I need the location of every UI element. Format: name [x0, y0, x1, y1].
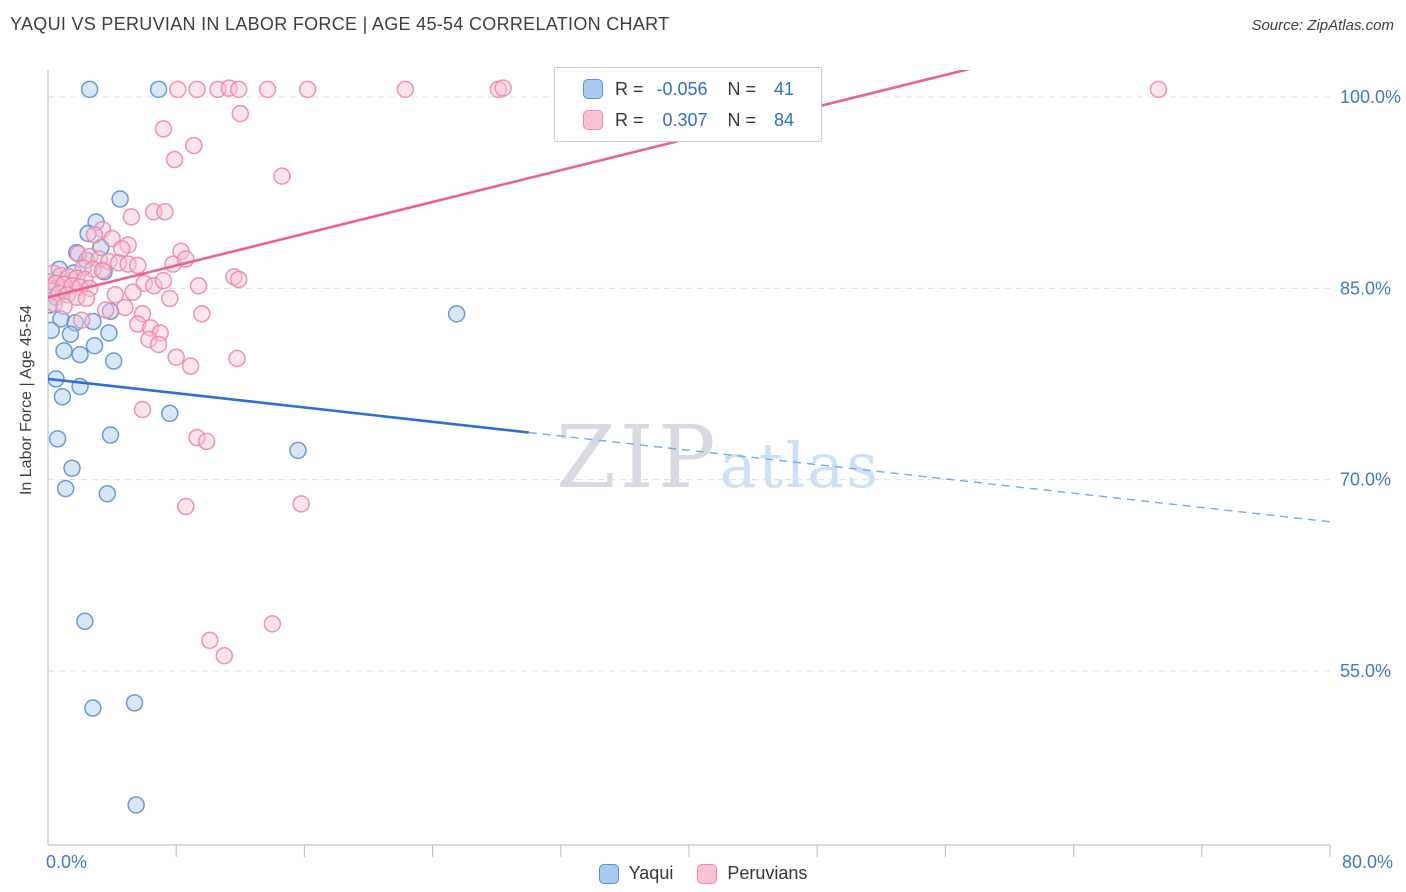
stats-row-peruvians: R = 0.307 N = 84 — [583, 107, 807, 133]
peruvian-legend-swatch — [697, 863, 718, 884]
n-value-peruvians: 84 — [774, 109, 795, 130]
r-label: R = — [615, 78, 644, 99]
source-attribution: Source: ZipAtlas.com — [1251, 17, 1394, 34]
page-title: YAQUI VS PERUVIAN IN LABOR FORCE | AGE 4… — [10, 14, 670, 34]
n-label: N = — [727, 78, 757, 99]
r-label: R = — [615, 109, 644, 130]
legend-item-yaqui: Yaqui — [598, 863, 674, 884]
yaqui-color-swatch — [583, 79, 603, 99]
peruvian-color-swatch — [583, 110, 603, 130]
series-legend: Yaqui Peruvians — [0, 863, 1406, 884]
yaqui-legend-swatch — [598, 863, 619, 884]
legend-item-peruvians: Peruvians — [697, 863, 807, 884]
svg-text:55.0%: 55.0% — [1340, 661, 1391, 681]
x-axis-min-label: 0.0% — [46, 852, 88, 872]
legend-label-peruvians: Peruvians — [727, 863, 808, 883]
stats-legend: R = -0.056 N = 41 R = 0.307 N = 84 — [554, 67, 822, 142]
stats-row-yaqui: R = -0.056 N = 41 — [583, 76, 807, 102]
r-value-peruvians: 0.307 — [662, 109, 708, 130]
x-axis-max-label: 80.0% — [1341, 852, 1393, 872]
n-label: N = — [727, 109, 757, 130]
r-value-yaqui: -0.056 — [656, 78, 708, 99]
legend-label-yaqui: Yaqui — [628, 863, 674, 883]
svg-text:70.0%: 70.0% — [1340, 470, 1391, 490]
svg-text:85.0%: 85.0% — [1340, 278, 1391, 298]
svg-text:100.0%: 100.0% — [1340, 87, 1401, 107]
n-value-yaqui: 41 — [774, 78, 795, 99]
